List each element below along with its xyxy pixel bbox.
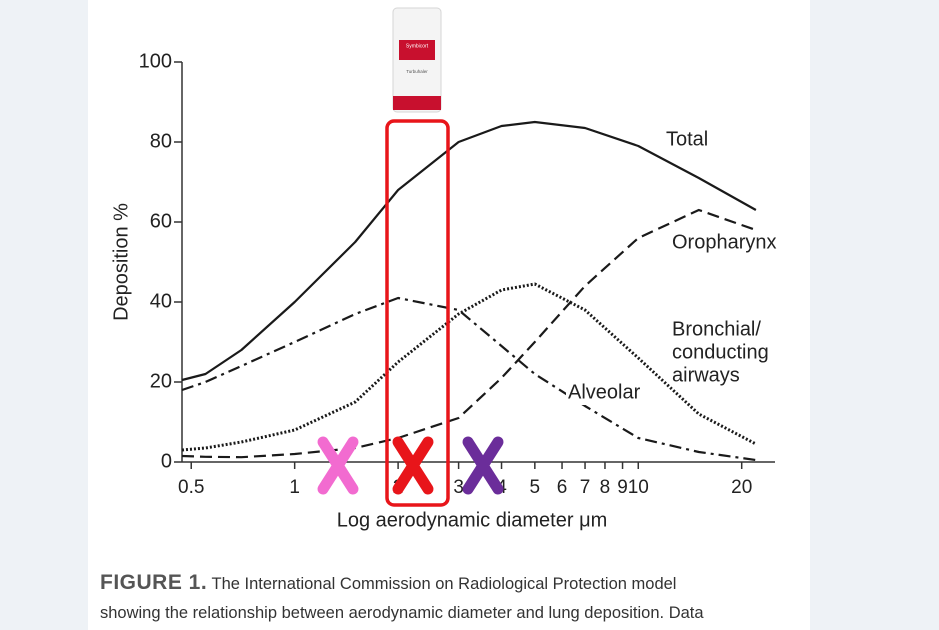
x-tick-label: 5 xyxy=(530,477,541,498)
y-tick-label: 60 xyxy=(150,210,172,232)
x-tick-label: 9 xyxy=(617,477,628,498)
x-tick-label: 1 xyxy=(289,477,300,498)
y-tick-label: 20 xyxy=(150,370,172,392)
series-line xyxy=(182,210,756,457)
inhaler-text: Turbuhaler xyxy=(406,69,428,74)
x-tick-label: 6 xyxy=(557,477,568,498)
x-tick-label: 0.5 xyxy=(178,477,204,498)
y-tick-label: 100 xyxy=(139,50,172,72)
y-tick-label: 0 xyxy=(161,450,172,472)
series-line xyxy=(182,284,756,450)
y-tick-label: 40 xyxy=(150,290,172,312)
annotation: Total xyxy=(666,128,708,150)
x-tick-label: 8 xyxy=(600,477,611,498)
x-tick-label: 20 xyxy=(731,477,752,498)
inhaler: Symbicort Turbuhaler xyxy=(393,8,441,112)
x-tick-label: 7 xyxy=(580,477,591,498)
chart: Symbicort Turbuhaler Deposition % Log ae… xyxy=(0,0,939,560)
caption-line: FIGURE 1. The International Commission o… xyxy=(100,568,800,599)
caption-text: The International Commission on Radiolog… xyxy=(211,575,676,593)
y-tick-label: 80 xyxy=(150,130,172,152)
caption-text: showing the relationship between aerodyn… xyxy=(100,599,800,628)
x-tick-label: 10 xyxy=(628,477,649,498)
annotation: conducting xyxy=(672,341,769,363)
annotation: Alveolar xyxy=(568,381,641,403)
caption: FIGURE 1. The International Commission o… xyxy=(100,568,800,628)
page: {"chart_data": {"type": "line", "ylabel"… xyxy=(0,0,939,630)
x-tick-label: 3 xyxy=(453,477,464,498)
annotation: Oropharynx xyxy=(672,231,777,253)
inhaler-base xyxy=(393,96,441,110)
series-line xyxy=(182,122,756,380)
x-axis-label: Log aerodynamic diameter μm xyxy=(337,509,608,531)
annotation: Bronchial/ xyxy=(672,318,761,340)
series-line xyxy=(182,298,756,460)
y-axis-label: Deposition % xyxy=(110,203,132,321)
annotation: airways xyxy=(672,364,740,386)
inhaler-text: Symbicort xyxy=(406,43,429,49)
caption-label: FIGURE 1. xyxy=(100,571,207,594)
